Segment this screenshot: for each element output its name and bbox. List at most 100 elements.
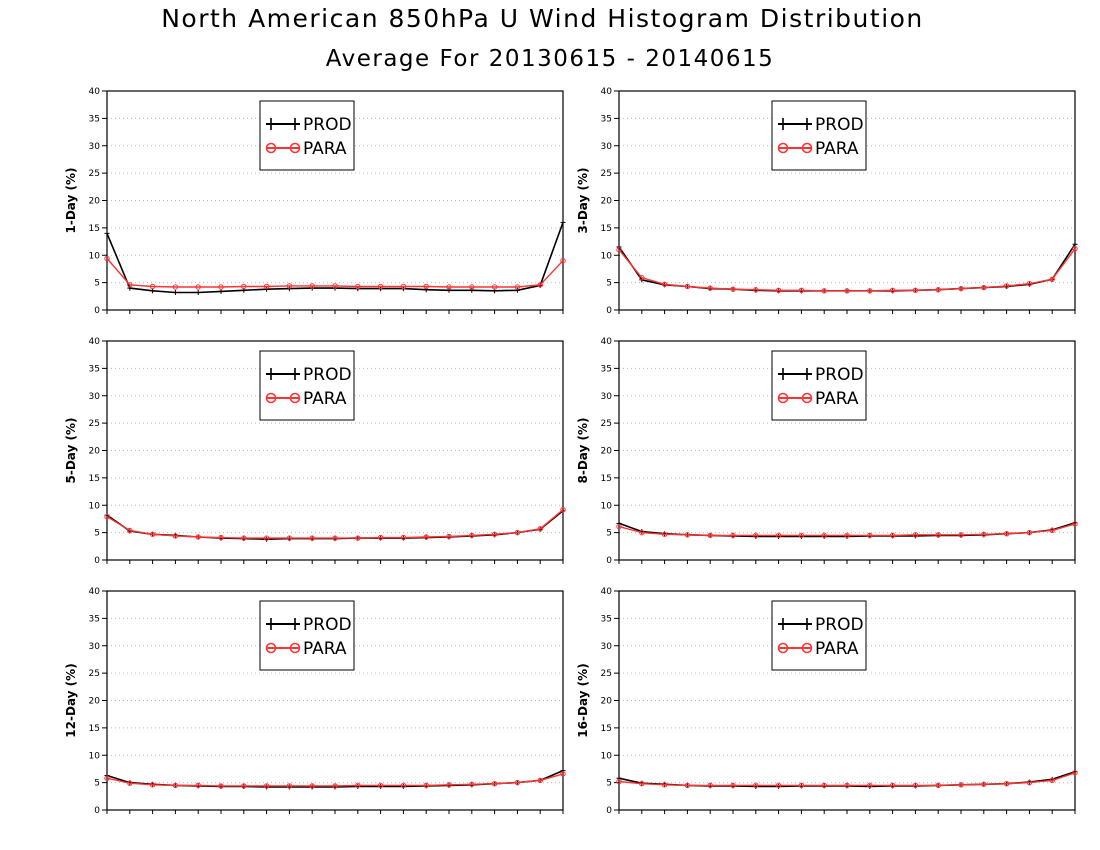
y-axis-label: 16-Day (%) bbox=[576, 663, 590, 737]
plot-frame bbox=[618, 90, 1076, 311]
data-point-para bbox=[1026, 529, 1033, 536]
data-point-prod bbox=[286, 286, 292, 292]
series-line-para bbox=[618, 248, 1076, 292]
y-tick-label: 0 bbox=[606, 806, 612, 816]
data-point-prod bbox=[195, 289, 201, 295]
legend-label: PROD bbox=[815, 615, 864, 635]
data-point-para bbox=[104, 775, 110, 781]
data-point-para bbox=[241, 283, 247, 290]
data-point-para bbox=[889, 532, 896, 539]
data-point-para bbox=[514, 529, 521, 536]
data-point-para bbox=[104, 255, 110, 262]
data-point-para bbox=[127, 780, 133, 786]
data-point-para bbox=[469, 532, 475, 539]
y-tick-label: 30 bbox=[601, 642, 613, 652]
data-point-para bbox=[309, 783, 315, 789]
chart-panel-2: 0 5 10 15 20 25 30 35 40 3-Day (%) PROD PARA bbox=[576, 87, 1078, 316]
legend: PROD PARA bbox=[259, 100, 355, 171]
y-tick-label: 20 bbox=[89, 197, 101, 207]
data-point-para bbox=[981, 531, 987, 537]
data-point-para bbox=[400, 283, 407, 290]
y-tick-label: 25 bbox=[601, 419, 612, 429]
data-point-para bbox=[377, 283, 384, 290]
legend-marker bbox=[782, 118, 808, 130]
legend-label: PROD bbox=[815, 365, 864, 385]
y-tick-label: 5 bbox=[606, 529, 612, 539]
y-tick-label: 35 bbox=[601, 364, 612, 374]
data-point-para bbox=[912, 782, 919, 789]
series-line-para bbox=[618, 772, 1076, 787]
data-point-para bbox=[377, 782, 384, 789]
y-tick-label: 15 bbox=[89, 474, 100, 484]
data-point-para bbox=[560, 771, 566, 777]
data-point-para bbox=[263, 783, 270, 789]
y-tick-label: 15 bbox=[89, 724, 100, 734]
data-point-prod bbox=[560, 768, 566, 774]
data-point-para bbox=[377, 534, 384, 541]
y-tick-label: 10 bbox=[89, 751, 101, 761]
data-point-para bbox=[616, 247, 622, 253]
data-point-para bbox=[798, 532, 805, 539]
data-point-prod bbox=[514, 287, 520, 293]
data-point-para bbox=[821, 782, 827, 789]
data-point-prod bbox=[423, 287, 429, 293]
data-point-para bbox=[263, 535, 270, 541]
y-tick-label: 0 bbox=[606, 306, 612, 316]
data-point-prod bbox=[104, 230, 110, 236]
y-tick-label: 10 bbox=[89, 501, 101, 511]
legend-marker bbox=[801, 392, 813, 404]
series-line-para bbox=[106, 258, 564, 288]
data-point-para bbox=[332, 783, 338, 789]
y-tick-label: 15 bbox=[89, 224, 100, 234]
data-point-para bbox=[241, 535, 247, 541]
data-point-para bbox=[798, 782, 805, 789]
y-tick-label: 15 bbox=[601, 724, 612, 734]
y-tick-label: 30 bbox=[89, 142, 101, 152]
data-point-para bbox=[446, 533, 452, 540]
y-tick-label: 30 bbox=[601, 142, 613, 152]
legend-label: PARA bbox=[303, 639, 347, 659]
y-tick-label: 30 bbox=[89, 642, 101, 652]
data-point-para bbox=[195, 284, 201, 290]
data-point-para bbox=[912, 532, 919, 538]
plot-frame bbox=[106, 340, 564, 561]
legend-label: PARA bbox=[303, 139, 347, 159]
y-tick-label: 25 bbox=[89, 419, 100, 429]
data-point-para bbox=[935, 287, 941, 293]
legend-box bbox=[259, 350, 355, 421]
data-point-para bbox=[491, 781, 498, 787]
data-point-prod bbox=[104, 773, 110, 779]
legend-marker bbox=[265, 392, 277, 404]
legend-label: PARA bbox=[815, 139, 859, 159]
data-point-prod bbox=[172, 289, 178, 295]
data-point-para bbox=[355, 283, 361, 290]
data-point-para bbox=[639, 781, 645, 787]
legend-marker bbox=[782, 368, 808, 380]
plot-frame bbox=[618, 590, 1076, 811]
data-point-para bbox=[127, 282, 133, 288]
data-point-para bbox=[149, 782, 156, 788]
data-point-para bbox=[218, 284, 224, 290]
data-point-para bbox=[309, 535, 315, 541]
legend-marker bbox=[270, 118, 296, 130]
data-point-para bbox=[1026, 281, 1033, 287]
legend-box bbox=[259, 600, 355, 671]
y-tick-label: 20 bbox=[601, 447, 613, 457]
data-point-para bbox=[149, 531, 156, 537]
data-point-para bbox=[1072, 521, 1078, 527]
data-point-para bbox=[616, 778, 622, 785]
data-point-para bbox=[1026, 779, 1033, 786]
legend-marker bbox=[289, 392, 301, 404]
legend-marker bbox=[782, 618, 808, 630]
data-point-prod bbox=[150, 288, 156, 294]
data-point-para bbox=[560, 258, 566, 264]
chart-panel-5: 0 5 10 15 20 25 30 35 40 12-Day (%) PROD PARA bbox=[64, 587, 566, 816]
data-point-para bbox=[537, 777, 543, 784]
data-point-prod bbox=[616, 520, 622, 526]
y-tick-label: 25 bbox=[89, 169, 100, 179]
y-tick-label: 40 bbox=[601, 587, 613, 597]
plot-frame bbox=[106, 590, 564, 811]
y-tick-label: 5 bbox=[94, 529, 100, 539]
data-point-para bbox=[286, 535, 293, 541]
data-point-para bbox=[537, 526, 543, 532]
